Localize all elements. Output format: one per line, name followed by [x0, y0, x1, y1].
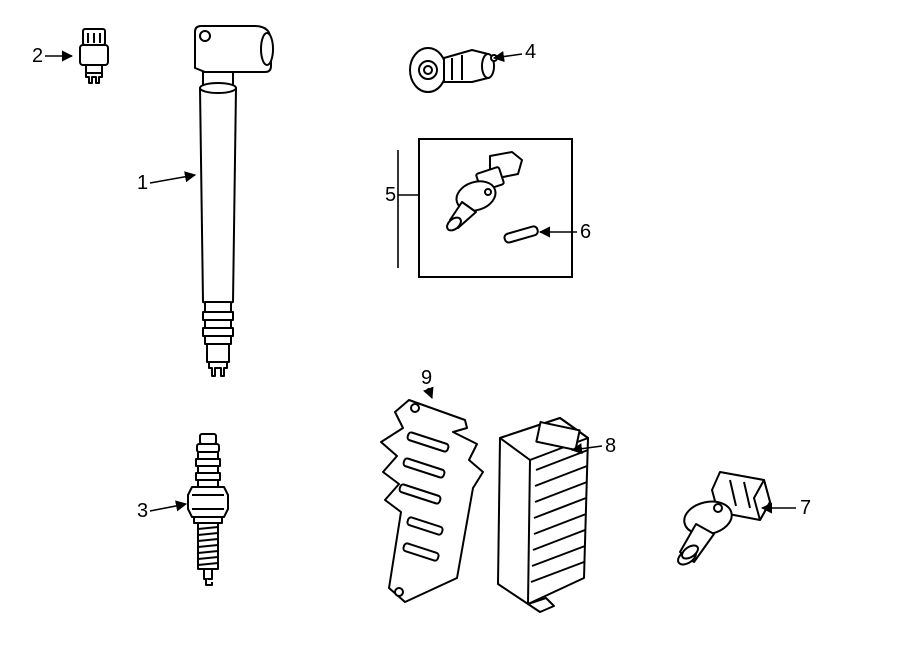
- diagram-canvas: 1 2 3 4 5 6 7 8 9: [0, 0, 900, 661]
- leader-lines: [0, 0, 900, 661]
